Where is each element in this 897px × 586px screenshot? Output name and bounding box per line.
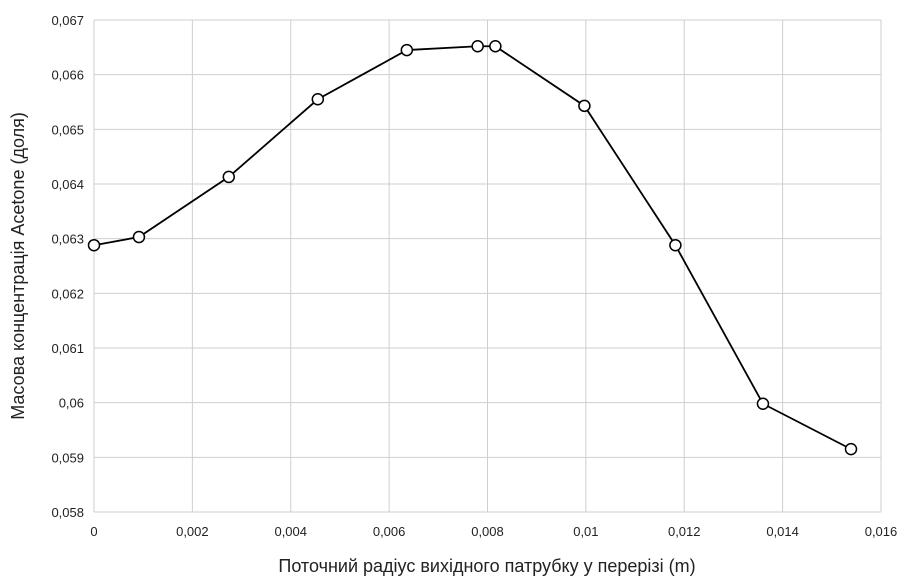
data-point <box>669 238 682 252</box>
x-tick-label: 0,006 <box>373 524 406 539</box>
data-point <box>756 397 770 411</box>
data-point <box>311 93 325 106</box>
y-tick-label: 0,065 <box>51 122 84 137</box>
y-tick-label: 0,058 <box>51 505 84 520</box>
data-point <box>87 238 101 252</box>
data-point <box>844 442 858 456</box>
y-tick-label: 0,064 <box>51 177 84 192</box>
y-tick-label: 0,067 <box>51 13 84 28</box>
data-point <box>471 39 484 53</box>
y-tick-label: 0,059 <box>51 450 84 465</box>
y-tick-label: 0,063 <box>51 232 84 247</box>
y-axis-title: Масова концентрація Acetone (доля) <box>8 112 28 420</box>
x-tick-label: 0,01 <box>573 524 598 539</box>
x-tick-label: 0,016 <box>865 524 897 539</box>
y-tick-label: 0,062 <box>51 286 84 301</box>
data-point <box>578 99 591 113</box>
data-point <box>489 39 502 53</box>
series-line <box>93 45 852 450</box>
y-tick-label: 0,061 <box>51 341 84 356</box>
y-tick-label: 0,066 <box>51 68 84 83</box>
x-tick-label: 0,012 <box>668 524 701 539</box>
x-tick-label: 0,002 <box>176 524 209 539</box>
x-tick-label: 0,014 <box>766 524 799 539</box>
x-tick-label: 0 <box>90 524 97 539</box>
x-tick-label: 0,004 <box>274 524 307 539</box>
data-point <box>400 43 414 57</box>
data-point <box>222 170 236 184</box>
x-tick-label: 0,008 <box>471 524 504 539</box>
data-point <box>132 230 146 244</box>
y-tick-label: 0,06 <box>59 396 84 411</box>
x-axis-title: Поточний радіус вихідного патрубку у пер… <box>278 556 695 576</box>
